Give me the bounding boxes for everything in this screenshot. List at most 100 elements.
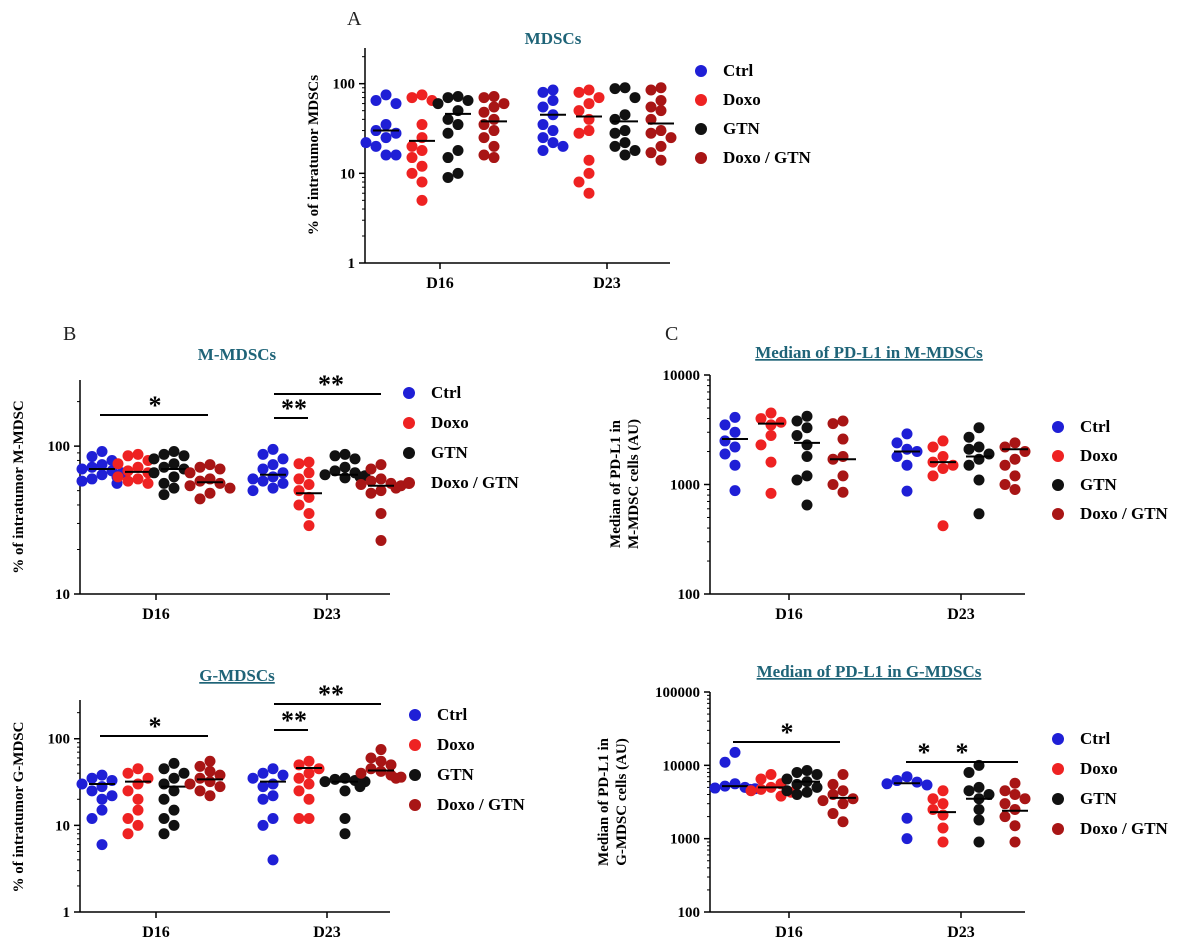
data-point [729, 485, 741, 497]
data-point [655, 82, 667, 94]
data-point [267, 790, 279, 802]
data-point [573, 127, 585, 139]
chart-title: MDSCs [525, 29, 582, 48]
legend-marker [695, 94, 707, 106]
data-point [390, 98, 402, 110]
data-point [999, 459, 1011, 471]
data-point [963, 443, 975, 455]
data-point [537, 144, 549, 156]
data-point [837, 415, 849, 427]
data-point [901, 812, 913, 824]
data-point [365, 487, 377, 499]
data-point [96, 459, 108, 471]
data-point [390, 482, 402, 494]
data-point [204, 459, 216, 471]
data-point [901, 428, 913, 440]
data-point [293, 499, 305, 511]
data-point [112, 458, 124, 470]
data-point [96, 839, 108, 851]
significance-label: * [781, 718, 794, 747]
data-point [339, 785, 351, 797]
series-doxo [112, 448, 322, 532]
data-point [765, 430, 777, 442]
data-point [791, 789, 803, 801]
data-point [277, 453, 289, 465]
data-point [462, 94, 474, 106]
legend-marker [695, 152, 707, 164]
data-point [609, 140, 621, 152]
data-point [416, 144, 428, 156]
data-point [827, 808, 839, 820]
data-point [801, 765, 813, 777]
data-point [973, 781, 985, 793]
data-point [801, 470, 813, 482]
legend-label: Doxo / GTN [723, 148, 812, 167]
data-point [891, 437, 903, 449]
data-point [645, 84, 657, 96]
data-point [442, 113, 454, 125]
data-point [963, 785, 975, 797]
data-point [781, 785, 793, 797]
data-point [303, 778, 315, 790]
data-point [178, 767, 190, 779]
data-point [452, 90, 464, 102]
data-point [963, 431, 975, 443]
data-point [365, 763, 377, 775]
data-point [557, 140, 569, 152]
data-point [380, 119, 392, 131]
data-point [158, 448, 170, 460]
series-gtn [432, 82, 641, 183]
data-point [609, 127, 621, 139]
significance-label: ** [318, 680, 344, 709]
data-point [380, 149, 392, 161]
y-tick-label: 10 [55, 818, 70, 834]
data-point [204, 776, 216, 788]
data-point [837, 768, 849, 780]
data-point [999, 785, 1011, 797]
data-point [619, 82, 631, 94]
significance-label: * [149, 391, 162, 420]
legend-label: GTN [431, 443, 469, 462]
data-point [370, 140, 382, 152]
legend-marker [409, 799, 421, 811]
data-point [488, 140, 500, 152]
data-point [96, 804, 108, 816]
data-point [158, 763, 170, 775]
data-point [583, 154, 595, 166]
chart-title: Median of PD-L1 in M-MDSCs [755, 343, 983, 362]
data-point [303, 793, 315, 805]
data-point [194, 461, 206, 473]
data-point [629, 92, 641, 104]
panel-letter-c: C [665, 323, 678, 345]
data-point [927, 441, 939, 453]
data-point [537, 119, 549, 131]
data-point [655, 140, 667, 152]
data-point [293, 485, 305, 497]
x-category-label: D16 [775, 924, 803, 941]
data-point [973, 508, 985, 520]
data-point [339, 828, 351, 840]
data-point [729, 746, 741, 758]
data-point [224, 482, 236, 494]
data-point [547, 125, 559, 137]
data-point [257, 448, 269, 460]
data-point [178, 450, 190, 462]
charts-root: MDSCs 1 10 100 % of intratumor MDSCs D16 D23 Ct… [11, 29, 1169, 941]
data-point [645, 113, 657, 125]
data-point [937, 462, 949, 474]
legend-label: Doxo / GTN [437, 795, 526, 814]
significance-label: ** [281, 394, 307, 423]
data-point [168, 445, 180, 457]
data-point [619, 149, 631, 161]
data-point [983, 789, 995, 801]
data-point [354, 781, 366, 793]
data-point [999, 479, 1011, 490]
legend-label: GTN [1080, 789, 1118, 808]
y-axis-label: Median of PD-L1 in G-MDSC cells (AU) [596, 737, 630, 866]
data-point [329, 450, 341, 462]
data-point [709, 782, 721, 794]
data-point [132, 793, 144, 805]
data-point [168, 785, 180, 797]
data-point [937, 451, 949, 463]
data-point [573, 176, 585, 188]
